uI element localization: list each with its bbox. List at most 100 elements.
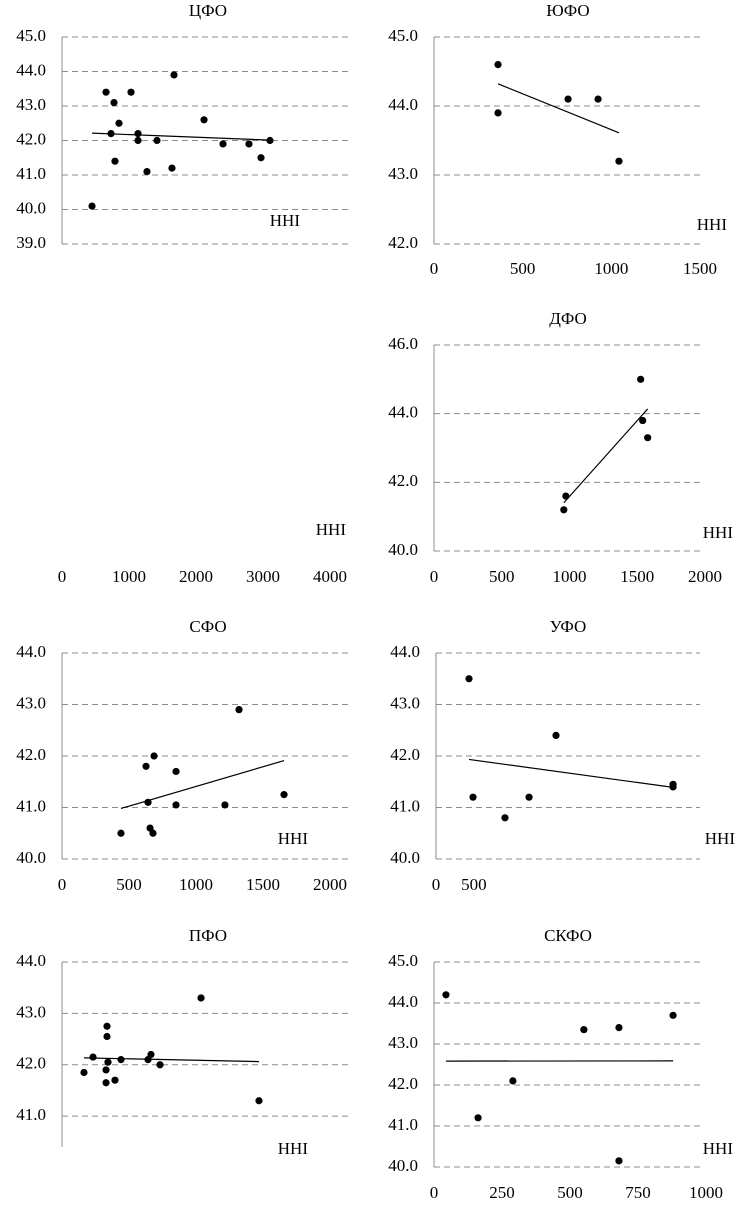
point	[644, 434, 652, 442]
point	[172, 767, 180, 776]
point	[170, 71, 178, 79]
panel: ДФО 40.0 42.0 44.0 46.0 0 500 1000 1500 2000 HHI	[388, 309, 733, 586]
point	[102, 88, 110, 96]
panel: ЮФО 42.0 43.0 44.0 45.0 0 500 1000 1500 HHI	[388, 1, 727, 278]
y-tick-label: 42.0	[16, 129, 46, 148]
x-tick-label: 500	[557, 1183, 583, 1202]
point	[580, 1026, 588, 1034]
point	[509, 1077, 517, 1085]
y-tick-label: 44.0	[16, 951, 46, 970]
point	[615, 1024, 623, 1032]
point	[669, 1011, 677, 1019]
x-tick-label: 1000	[112, 567, 146, 586]
x-axis-label: HHI	[703, 1139, 734, 1158]
panel: СФО 40.0 41.0 42.0 43.0 44.0 0 500 1000 1500 2000 H…	[16, 617, 352, 894]
point	[494, 109, 502, 117]
y-tick-label: 44.0	[16, 60, 46, 79]
x-tick-label: 1000	[594, 259, 628, 278]
y-tick-label: 41.0	[388, 1115, 418, 1134]
point	[117, 1056, 125, 1064]
point	[235, 706, 243, 714]
y-tick-label: 42.0	[388, 1074, 418, 1093]
x-tick-label: 500	[489, 567, 515, 586]
y-tick-label: 41.0	[390, 796, 420, 815]
x-axis-label: HHI	[316, 520, 347, 539]
x-tick-label: 500	[116, 875, 142, 894]
point	[127, 88, 135, 96]
y-tick-label: 42.0	[16, 745, 46, 764]
point	[525, 793, 533, 801]
panel: УФО 40.0 41.0 42.0 43.0 44.0 0 500 HHI	[390, 617, 735, 894]
x-tick-label: 1500	[246, 875, 280, 894]
panel: ЦФО 39.0 40.0 41.0 42.0 43.0 44.0 45.0 HHI	[16, 1, 352, 252]
point	[266, 136, 274, 145]
y-tick-label: 43.0	[16, 693, 46, 712]
y-tick-label: 44.0	[388, 403, 418, 422]
panel-title: СКФО	[544, 926, 592, 945]
x-axis-label: HHI	[703, 523, 734, 542]
x-tick-label: 1500	[620, 567, 654, 586]
panel: СКФО 40.0 41.0 42.0 43.0 44.0 45.0 0 250 500 750 10…	[388, 926, 733, 1202]
trendline	[120, 760, 285, 810]
y-tick-label: 44.0	[390, 642, 420, 661]
y-tick-label: 40.0	[388, 540, 418, 559]
point	[552, 731, 560, 740]
y-tick-label: 45.0	[16, 26, 46, 45]
panel: ПФО 41.0 42.0 43.0 44.0 HHI	[16, 926, 352, 1158]
point	[637, 375, 645, 383]
point	[153, 136, 161, 145]
point	[474, 1114, 482, 1122]
point	[562, 492, 570, 500]
point	[255, 1097, 263, 1105]
y-tick-label: 43.0	[16, 1002, 46, 1021]
point	[110, 98, 118, 107]
y-tick-label: 40.0	[388, 1156, 418, 1175]
point	[615, 157, 623, 165]
point	[111, 1076, 119, 1084]
point	[147, 1050, 155, 1059]
point	[104, 1058, 112, 1066]
panel-title: СФО	[189, 617, 226, 636]
point	[219, 140, 227, 148]
trendline	[468, 758, 674, 788]
point	[88, 202, 96, 210]
trendline	[563, 408, 649, 504]
x-tick-label: 0	[58, 567, 67, 586]
x-tick-label: 2000	[179, 567, 213, 586]
y-tick-label: 40.0	[16, 198, 46, 217]
point	[469, 793, 477, 801]
point	[142, 762, 150, 770]
x-tick-label: 0	[430, 567, 439, 586]
x-tick-label: 1000	[689, 1183, 723, 1202]
point	[102, 1079, 110, 1087]
point	[117, 829, 125, 837]
trendline	[83, 1057, 259, 1063]
point	[560, 506, 568, 514]
x-axis-label: HHI	[278, 1139, 309, 1158]
point	[494, 61, 502, 69]
point	[221, 801, 229, 809]
point	[172, 801, 180, 809]
x-tick-label: 1000	[179, 875, 213, 894]
x-tick-label: 750	[625, 1183, 651, 1202]
point	[168, 164, 176, 172]
y-tick-label: 40.0	[390, 848, 420, 867]
panel-title: УФО	[550, 617, 587, 636]
point	[102, 1066, 110, 1074]
point	[257, 154, 265, 162]
y-tick-label: 41.0	[16, 164, 46, 183]
point	[197, 994, 205, 1002]
point	[134, 130, 142, 138]
y-tick-label: 45.0	[388, 26, 418, 45]
x-tick-label: 2000	[313, 875, 347, 894]
point	[465, 675, 473, 683]
point	[594, 95, 602, 103]
point	[501, 814, 509, 822]
point	[103, 1032, 111, 1041]
point	[115, 119, 123, 127]
y-tick-label: 43.0	[388, 1033, 418, 1052]
y-tick-label: 41.0	[16, 1105, 46, 1124]
y-tick-label: 42.0	[390, 745, 420, 764]
